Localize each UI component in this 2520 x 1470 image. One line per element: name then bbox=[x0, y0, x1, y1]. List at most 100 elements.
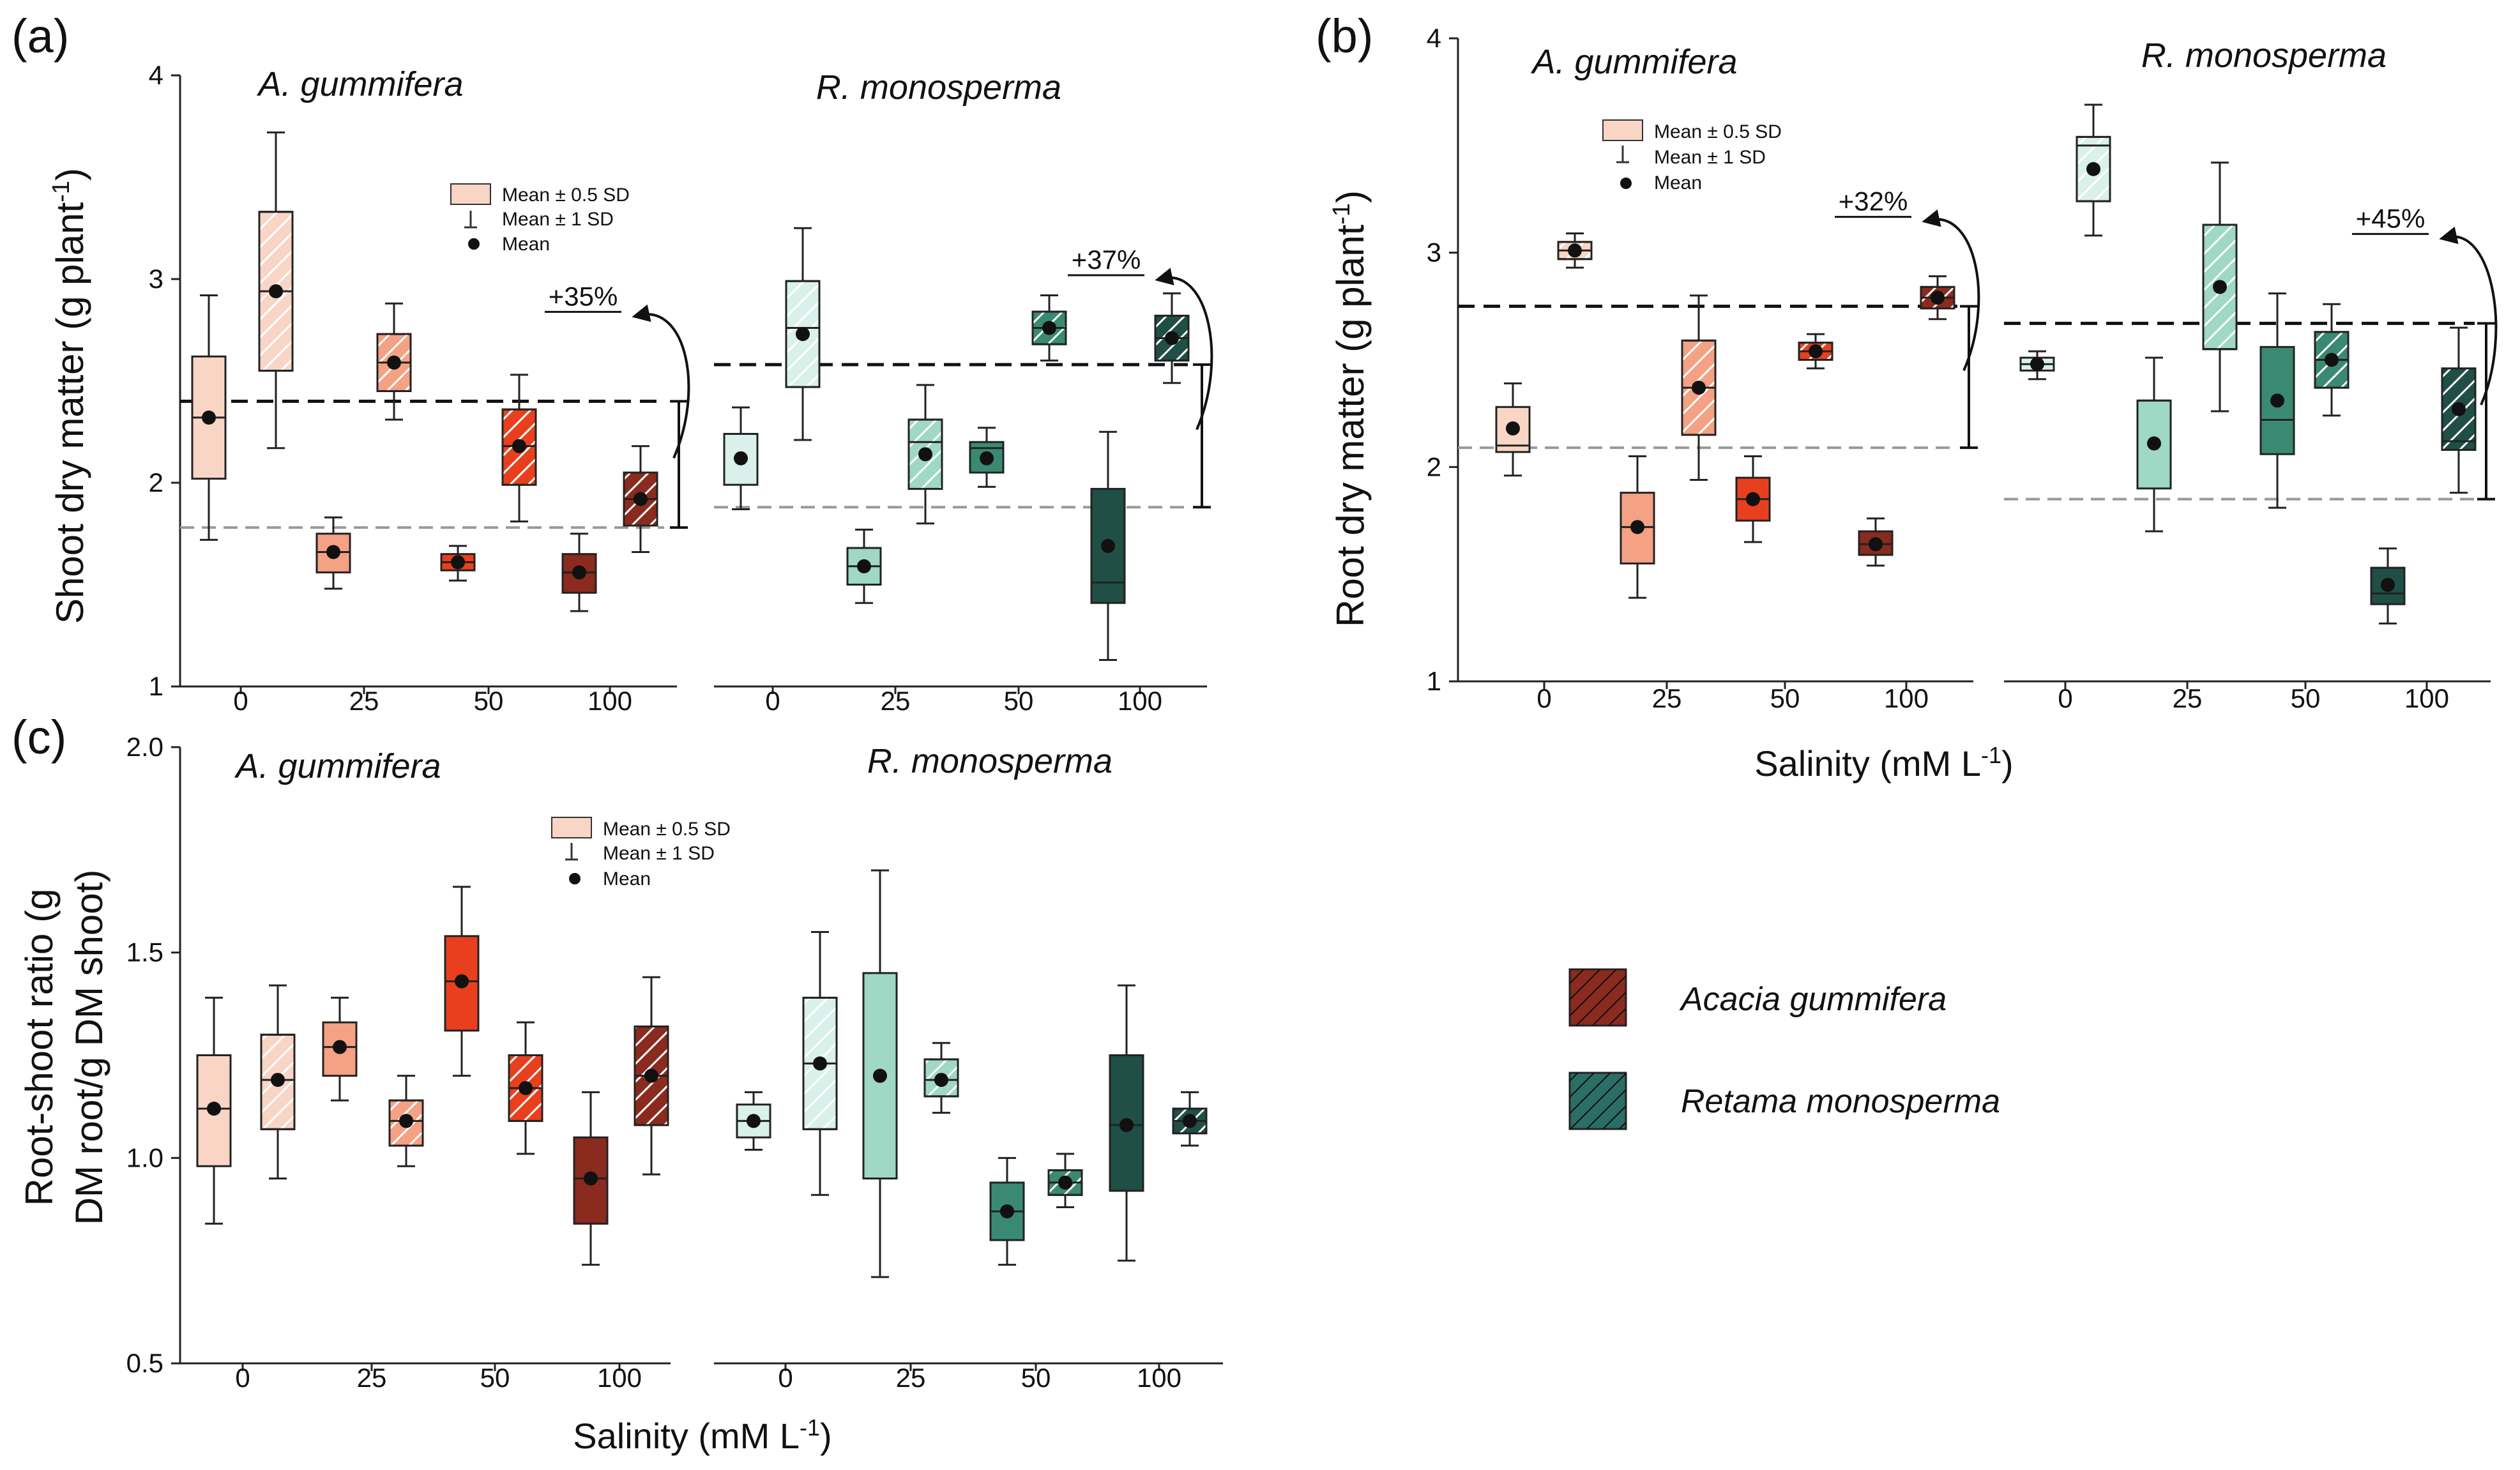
species-legend-hatch-retama bbox=[1570, 1073, 1626, 1129]
mean-point bbox=[1058, 1175, 1072, 1190]
mean-point bbox=[2381, 577, 2395, 592]
x-tick-label: 100 bbox=[1884, 683, 1929, 713]
box bbox=[322, 1021, 358, 1077]
mean-point bbox=[1568, 243, 1582, 258]
box-legend-a: Mean ± 0.5 SD Mean ± 1 SD Mean bbox=[450, 183, 630, 255]
annotation-percent-label: +32% bbox=[1839, 186, 1908, 216]
x-tick-label: 50 bbox=[480, 1363, 510, 1393]
species-title-c-left: A. gummifera bbox=[234, 747, 441, 785]
annotation-percent-label: +35% bbox=[549, 281, 618, 311]
species-legend-hatch-acacia bbox=[1570, 969, 1626, 1026]
x-tick-label: 25 bbox=[881, 686, 911, 716]
mean-point bbox=[1165, 331, 1179, 345]
y-tick-label: 1 bbox=[149, 671, 163, 701]
legend-mean-swatch bbox=[468, 238, 480, 250]
x-tick-label: 50 bbox=[1770, 683, 1800, 713]
mean-point bbox=[873, 1068, 887, 1083]
mean-point bbox=[512, 439, 526, 453]
annotation-arrow bbox=[2439, 226, 2498, 405]
mean-point bbox=[934, 1073, 948, 1087]
legend-box-label: Mean ± 0.5 SD bbox=[1654, 121, 1782, 142]
legend-box-label: Mean ± 0.5 SD bbox=[502, 185, 630, 206]
mean-point bbox=[1042, 321, 1056, 335]
x-tick-label: 25 bbox=[349, 686, 379, 716]
species-title-b-right: R. monosperma bbox=[2141, 36, 2387, 75]
y-tick-label: 2.0 bbox=[126, 732, 163, 762]
mean-point bbox=[1931, 291, 1945, 305]
species-title-a-left: A. gummifera bbox=[256, 65, 463, 103]
mean-point bbox=[2030, 357, 2044, 372]
panel-label-a: (a) bbox=[11, 10, 69, 63]
x-tick-label: 50 bbox=[1021, 1363, 1051, 1393]
box-legend-b: Mean ± 0.5 SD Mean ± 1 SD Mean bbox=[1602, 119, 1782, 193]
x-axis-label-b: Salinity (mM L-1) bbox=[1754, 742, 2013, 784]
legend-mean-label: Mean bbox=[502, 234, 550, 255]
mean-point bbox=[584, 1171, 598, 1186]
x-tick-label: 100 bbox=[2404, 683, 2449, 713]
species-legend-label-retama: Retama monosperma bbox=[1681, 1083, 2000, 1120]
y-tick-label: 4 bbox=[149, 60, 163, 90]
x-tick-label: 25 bbox=[357, 1363, 387, 1393]
mean-point bbox=[1506, 421, 1520, 436]
mean-point bbox=[857, 559, 871, 573]
mean-point bbox=[269, 284, 283, 299]
mean-point bbox=[1809, 344, 1823, 359]
mean-point bbox=[207, 1102, 221, 1116]
x-tick-label: 0 bbox=[233, 686, 248, 716]
species-title-b-left: A. gummifera bbox=[1530, 43, 1737, 81]
species-legend: Acacia gummifera Retama monosperma bbox=[1568, 968, 2000, 1130]
x-tick-label: 25 bbox=[896, 1363, 926, 1393]
mean-point bbox=[1183, 1114, 1197, 1128]
species-legend-label-acacia: Acacia gummifera bbox=[1679, 981, 1947, 1018]
x-tick-label: 100 bbox=[1118, 686, 1162, 716]
species-title-a-right: R. monosperma bbox=[816, 68, 1061, 107]
x-tick-label: 0 bbox=[235, 1363, 250, 1393]
y-axis-label-a: Shoot dry matter (g plant-1) bbox=[48, 168, 91, 624]
legend-whisker-label: Mean ± 1 SD bbox=[1654, 147, 1766, 168]
mean-point bbox=[918, 447, 932, 462]
mean-point bbox=[796, 327, 810, 342]
mean-point bbox=[1000, 1204, 1014, 1218]
panel-label-c: (c) bbox=[11, 711, 66, 764]
box bbox=[1109, 1054, 1144, 1192]
mean-point bbox=[644, 1068, 658, 1083]
mean-point bbox=[980, 451, 994, 466]
mean-point bbox=[747, 1114, 761, 1128]
annotation-arrow bbox=[1922, 209, 1980, 372]
mean-point bbox=[2325, 352, 2339, 367]
x-tick-label: 0 bbox=[765, 686, 780, 716]
mean-point bbox=[399, 1114, 413, 1128]
legend-whisker-label: Mean ± 1 SD bbox=[603, 843, 715, 864]
mean-point bbox=[2270, 393, 2284, 408]
legend-mean-label: Mean bbox=[1654, 172, 1702, 193]
mean-point bbox=[2086, 162, 2100, 176]
mean-point bbox=[271, 1073, 285, 1087]
mean-point bbox=[451, 555, 465, 570]
y-tick-label: 1 bbox=[1427, 666, 1441, 696]
legend-box-swatch bbox=[551, 817, 592, 838]
annotation-percent-label: +37% bbox=[1072, 245, 1141, 275]
mean-point bbox=[1120, 1118, 1134, 1132]
mean-point bbox=[1630, 520, 1644, 534]
y-tick-label: 3 bbox=[1427, 238, 1441, 268]
mean-point bbox=[519, 1080, 533, 1095]
y-tick-label: 3 bbox=[149, 264, 163, 294]
box bbox=[1495, 405, 1531, 453]
x-tick-label: 0 bbox=[2058, 683, 2072, 713]
mean-point bbox=[572, 565, 586, 580]
mean-point bbox=[813, 1056, 827, 1071]
mean-point bbox=[2452, 402, 2466, 416]
annotation-arrow bbox=[1155, 268, 1213, 430]
legend-box-label: Mean ± 0.5 SD bbox=[603, 819, 731, 840]
y-tick-label: 1.0 bbox=[126, 1142, 163, 1172]
box-legend-c: Mean ± 0.5 SD Mean ± 1 SD Mean bbox=[551, 817, 731, 890]
mean-point bbox=[1692, 381, 1706, 395]
y-tick-label: 4 bbox=[1427, 23, 1441, 53]
mean-point bbox=[634, 492, 648, 506]
x-tick-label: 25 bbox=[1652, 683, 1682, 713]
x-tick-label: 25 bbox=[2173, 683, 2203, 713]
annotation-percent-label: +45% bbox=[2356, 203, 2425, 233]
x-tick-label: 100 bbox=[588, 686, 632, 716]
x-tick-label: 50 bbox=[2291, 683, 2321, 713]
y-tick-label: 0.5 bbox=[126, 1348, 163, 1378]
